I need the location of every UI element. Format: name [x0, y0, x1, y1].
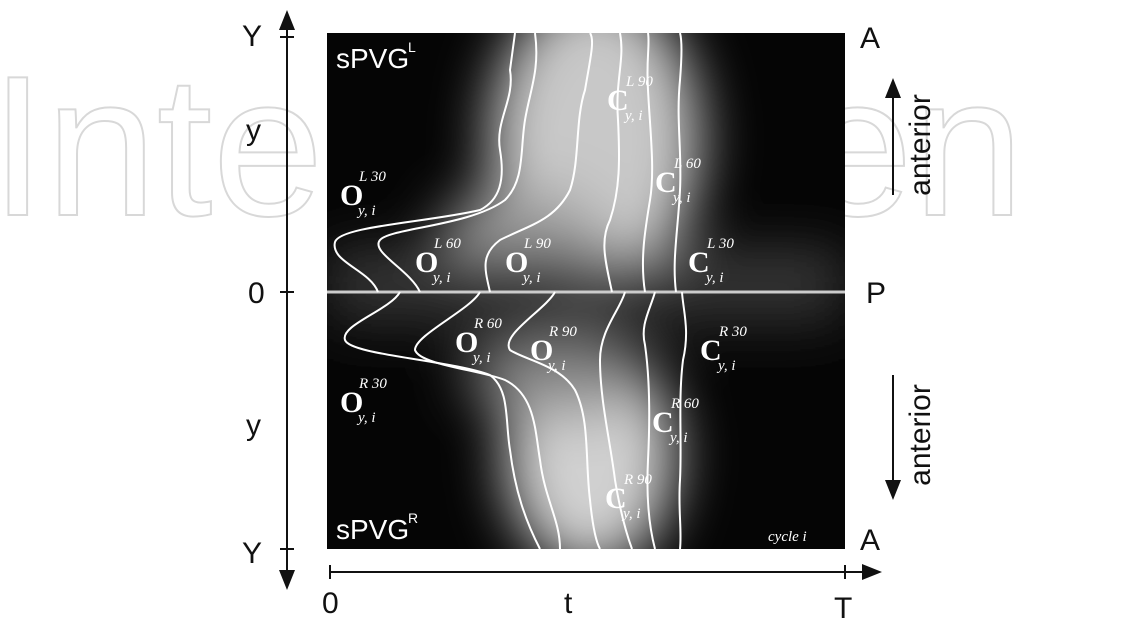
axis-label: 0 [322, 587, 339, 620]
label-superscript: L 60 [673, 156, 701, 172]
cycle-label: cycle i [768, 529, 807, 545]
label-subscript: y, i [704, 270, 724, 286]
label-superscript: L 90 [625, 74, 653, 90]
panel-name: sPVG [336, 514, 409, 545]
label-superscript: R 90 [548, 324, 577, 340]
axis-label: y [246, 114, 261, 147]
axis-label: y [246, 409, 261, 442]
label-letter: C [607, 84, 629, 117]
label-letter: C [688, 246, 710, 279]
contour [507, 291, 601, 550]
contours [333, 32, 688, 550]
label-letter: O [505, 246, 528, 279]
label-letter: C [655, 166, 677, 199]
label-subscript: y, i [671, 190, 691, 206]
direction-label: anterior [904, 384, 937, 486]
label-letter: C [605, 482, 627, 515]
label-letter: O [340, 386, 363, 419]
label-letter: O [530, 334, 553, 367]
label-superscript: R 60 [473, 316, 502, 332]
panel-side: L [408, 39, 416, 55]
contour [641, 32, 654, 293]
label-letter: C [700, 334, 722, 367]
label-subscript: y, i [546, 358, 566, 374]
contour [333, 32, 516, 293]
direction-label: anterior [904, 94, 937, 196]
contour-labels: OL 30y, iOL 60y, i OL 90y, iCL 90y, iCL 6… [340, 74, 747, 522]
axis-label: P [866, 277, 886, 310]
axis-label: A [860, 524, 880, 557]
label-subscript: y, i [716, 358, 736, 374]
label-superscript: R 30 [358, 376, 387, 392]
label-superscript: R 90 [623, 472, 652, 488]
label-superscript: L 30 [358, 169, 386, 185]
label-letter: O [340, 179, 363, 212]
label-subscript: y, i [621, 506, 641, 522]
label-letter: O [415, 246, 438, 279]
contour [598, 291, 633, 550]
label-letter: O [455, 326, 478, 359]
label-subscript: y, i [471, 350, 491, 366]
label-letter: C [652, 406, 674, 439]
contour [377, 32, 538, 293]
contour [603, 32, 623, 293]
axis-label: Y [242, 537, 262, 570]
label-subscript: y, i [356, 203, 376, 219]
panel-name: sPVG [336, 43, 409, 74]
axis-label: A [860, 22, 880, 55]
label-subscript: y, i [521, 270, 541, 286]
contour [678, 291, 688, 550]
label-subscript: y, i [431, 270, 451, 286]
contour [484, 32, 594, 293]
axis-label: 0 [248, 277, 265, 310]
contour [673, 32, 683, 293]
axis-label: T [834, 592, 852, 623]
axis-label: Y [242, 20, 262, 53]
label-subscript: y, i [623, 108, 643, 124]
label-superscript: L 30 [706, 236, 734, 252]
label-superscript: R 30 [718, 324, 747, 340]
contour [642, 291, 656, 550]
label-superscript: L 60 [433, 236, 461, 252]
axis-label: t [564, 587, 573, 620]
label-superscript: R 60 [670, 396, 699, 412]
label-subscript: y, i [668, 430, 688, 446]
label-subscript: y, i [356, 410, 376, 426]
label-superscript: L 90 [523, 236, 551, 252]
panel-side: R [408, 510, 418, 526]
contour [413, 291, 561, 550]
